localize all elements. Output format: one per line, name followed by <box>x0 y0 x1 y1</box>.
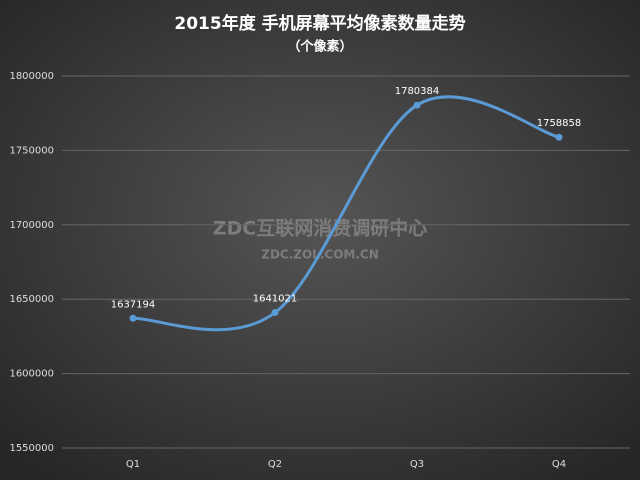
x-tick-label: Q2 <box>268 459 282 470</box>
data-label: 1758858 <box>537 118 582 129</box>
x-tick-label: Q4 <box>552 459 566 470</box>
chart-subtitle: （个像素） <box>287 39 352 55</box>
y-tick-label: 1550000 <box>9 443 54 454</box>
marker <box>555 133 563 141</box>
data-label: 1641021 <box>253 294 298 305</box>
marker <box>271 309 279 317</box>
y-tick-label: 1650000 <box>9 294 54 305</box>
y-tick-label: 1700000 <box>9 220 54 231</box>
marker <box>413 101 421 109</box>
chart-title: 2015年度 手机屏幕平均像素数量走势 <box>174 13 465 34</box>
y-tick-label: 1800000 <box>9 71 54 82</box>
data-label: 1637194 <box>111 299 156 310</box>
marker <box>129 314 137 322</box>
watermark: ZDC互联网消费调研中心 <box>213 217 428 240</box>
line <box>132 95 560 332</box>
data-label: 1780384 <box>395 86 440 97</box>
x-tick-label: Q3 <box>410 459 424 470</box>
x-tick-label: Q1 <box>126 459 140 470</box>
y-tick-label: 1750000 <box>9 145 54 156</box>
y-tick-label: 1600000 <box>9 369 54 380</box>
